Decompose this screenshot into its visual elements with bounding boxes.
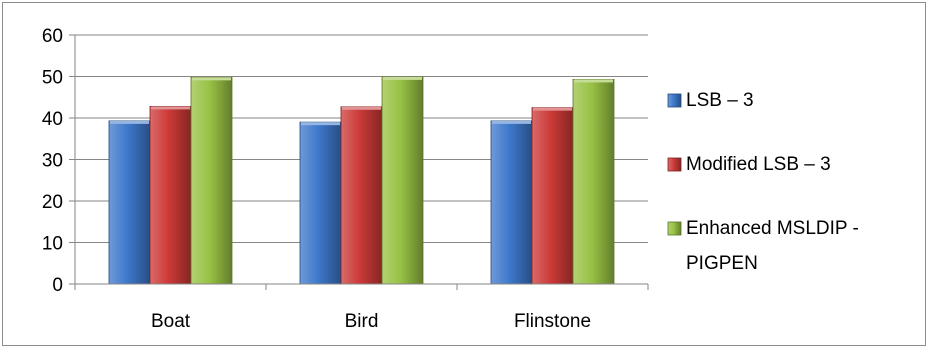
legend-label: Enhanced MSLDIP - — [686, 218, 859, 239]
y-tick-label: 60 — [42, 26, 63, 47]
bar — [190, 76, 233, 285]
bar-top-highlight — [110, 120, 149, 124]
bars — [108, 76, 615, 285]
bar — [340, 106, 383, 285]
bar-top-highlight — [574, 79, 613, 83]
y-tick-label: 0 — [52, 275, 63, 296]
legend-swatch — [667, 221, 682, 236]
legend-swatch — [667, 157, 682, 172]
y-tick-label: 10 — [42, 234, 63, 255]
bar — [381, 76, 424, 285]
x-tick-label: Flinstone — [514, 311, 591, 332]
bar — [299, 121, 342, 285]
bar-top-highlight — [342, 106, 381, 110]
bar — [108, 120, 151, 285]
bar-top-highlight — [383, 76, 422, 80]
y-tick-label: 30 — [42, 151, 63, 172]
bar-top-highlight — [492, 120, 531, 124]
bar — [149, 105, 192, 285]
bar-top-highlight — [301, 122, 340, 126]
x-tick-label: Boat — [151, 311, 191, 332]
bar-top-highlight — [533, 107, 572, 111]
x-tick-label: Bird — [345, 311, 379, 332]
legend-swatch — [667, 93, 682, 108]
bar-top-highlight — [192, 77, 231, 81]
x-axis: Boat Bird Flinstone — [74, 283, 649, 332]
legend-label: LSB – 3 — [686, 90, 754, 111]
bar — [490, 120, 533, 285]
y-tick-label: 50 — [42, 68, 63, 89]
bar — [572, 79, 615, 285]
y-tick-label: 20 — [42, 192, 63, 213]
legend: LSB – 3 Modified LSB – 3 Enhanced MSLDIP -… — [667, 90, 859, 274]
y-tick-label: 40 — [42, 109, 63, 130]
legend-label: PIGPEN — [686, 253, 758, 274]
legend-label: Modified LSB – 3 — [686, 154, 831, 175]
bar-top-highlight — [151, 106, 190, 110]
bar — [531, 107, 574, 285]
y-axis: 0 10 20 30 40 50 60 — [42, 26, 76, 296]
